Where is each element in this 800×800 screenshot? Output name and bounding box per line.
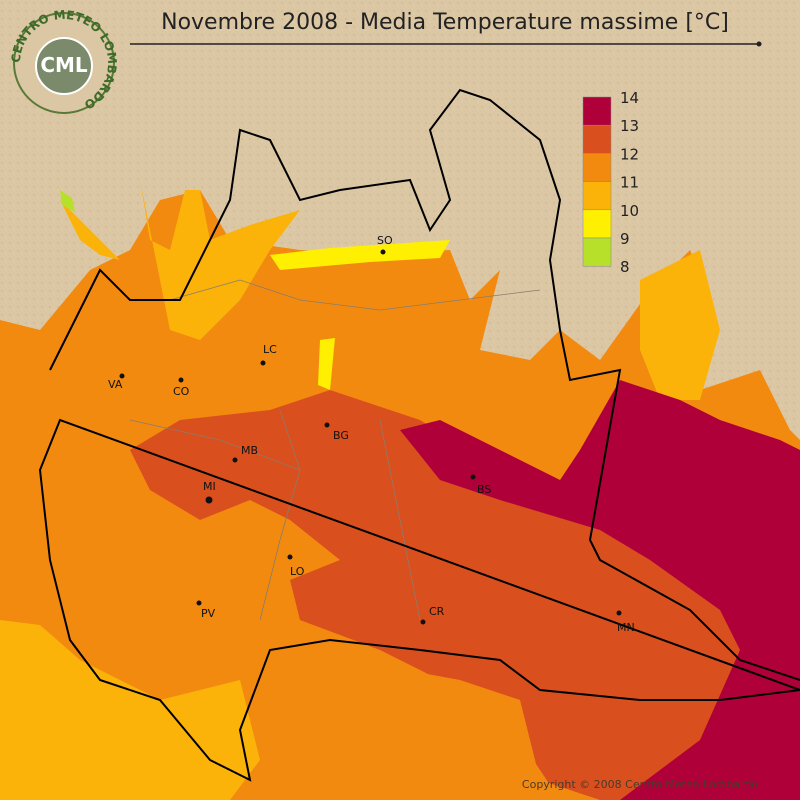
- city-dot: [232, 457, 238, 463]
- legend-swatch: [582, 181, 612, 211]
- city-markers: SO LC VA CO BG MB MI BS LO PV CR MN: [108, 234, 635, 634]
- city-label: VA: [108, 378, 123, 391]
- city-label: LC: [263, 343, 277, 356]
- legend-swatch: [582, 124, 612, 154]
- province-borders: [129, 279, 541, 621]
- city-dot: [260, 360, 266, 366]
- legend-swatch: [582, 96, 612, 126]
- city-label: MI: [203, 480, 216, 493]
- legend-label: 13: [620, 117, 639, 135]
- city-label: MN: [617, 621, 635, 634]
- city-dot: [178, 377, 184, 383]
- city-label: BS: [477, 483, 491, 496]
- city-label: MB: [241, 444, 258, 457]
- legend-label: 8: [620, 258, 630, 276]
- temperature-field: [0, 180, 800, 800]
- city-dot: [287, 554, 293, 560]
- copyright: Copyright © 2008 Centro Meteo Lombardo: [522, 778, 758, 791]
- legend-label: 10: [620, 202, 639, 220]
- city-dot: [616, 610, 622, 616]
- title-rule-dot: [756, 41, 762, 47]
- city-label: SO: [377, 234, 393, 247]
- logo: CENTRO METEO LOMBARDO CML: [9, 8, 119, 114]
- legend: 14 13 12 11 10 9 8: [582, 89, 639, 276]
- city-dot: [324, 422, 330, 428]
- city-dot: [196, 600, 202, 606]
- city-dot: [380, 249, 386, 255]
- map-title: Novembre 2008 - Media Temperature massim…: [161, 10, 729, 35]
- city-dot: [420, 619, 426, 625]
- legend-label: 12: [620, 145, 639, 163]
- legend-label: 9: [620, 230, 630, 248]
- city-dot: [205, 496, 213, 504]
- region-border: [38, 88, 800, 782]
- city-dot: [119, 373, 125, 379]
- city-label: CR: [429, 605, 445, 618]
- legend-label: 14: [620, 89, 639, 107]
- city-label: CO: [173, 385, 190, 398]
- city-label: BG: [333, 429, 349, 442]
- city-label: PV: [201, 607, 216, 620]
- legend-swatch: [582, 209, 612, 239]
- legend-label: 11: [620, 174, 639, 192]
- city-dot: [470, 474, 476, 480]
- legend-swatch: [582, 237, 612, 267]
- logo-text: CML: [40, 53, 88, 77]
- legend-swatch: [582, 153, 612, 182]
- city-label: LO: [290, 565, 305, 578]
